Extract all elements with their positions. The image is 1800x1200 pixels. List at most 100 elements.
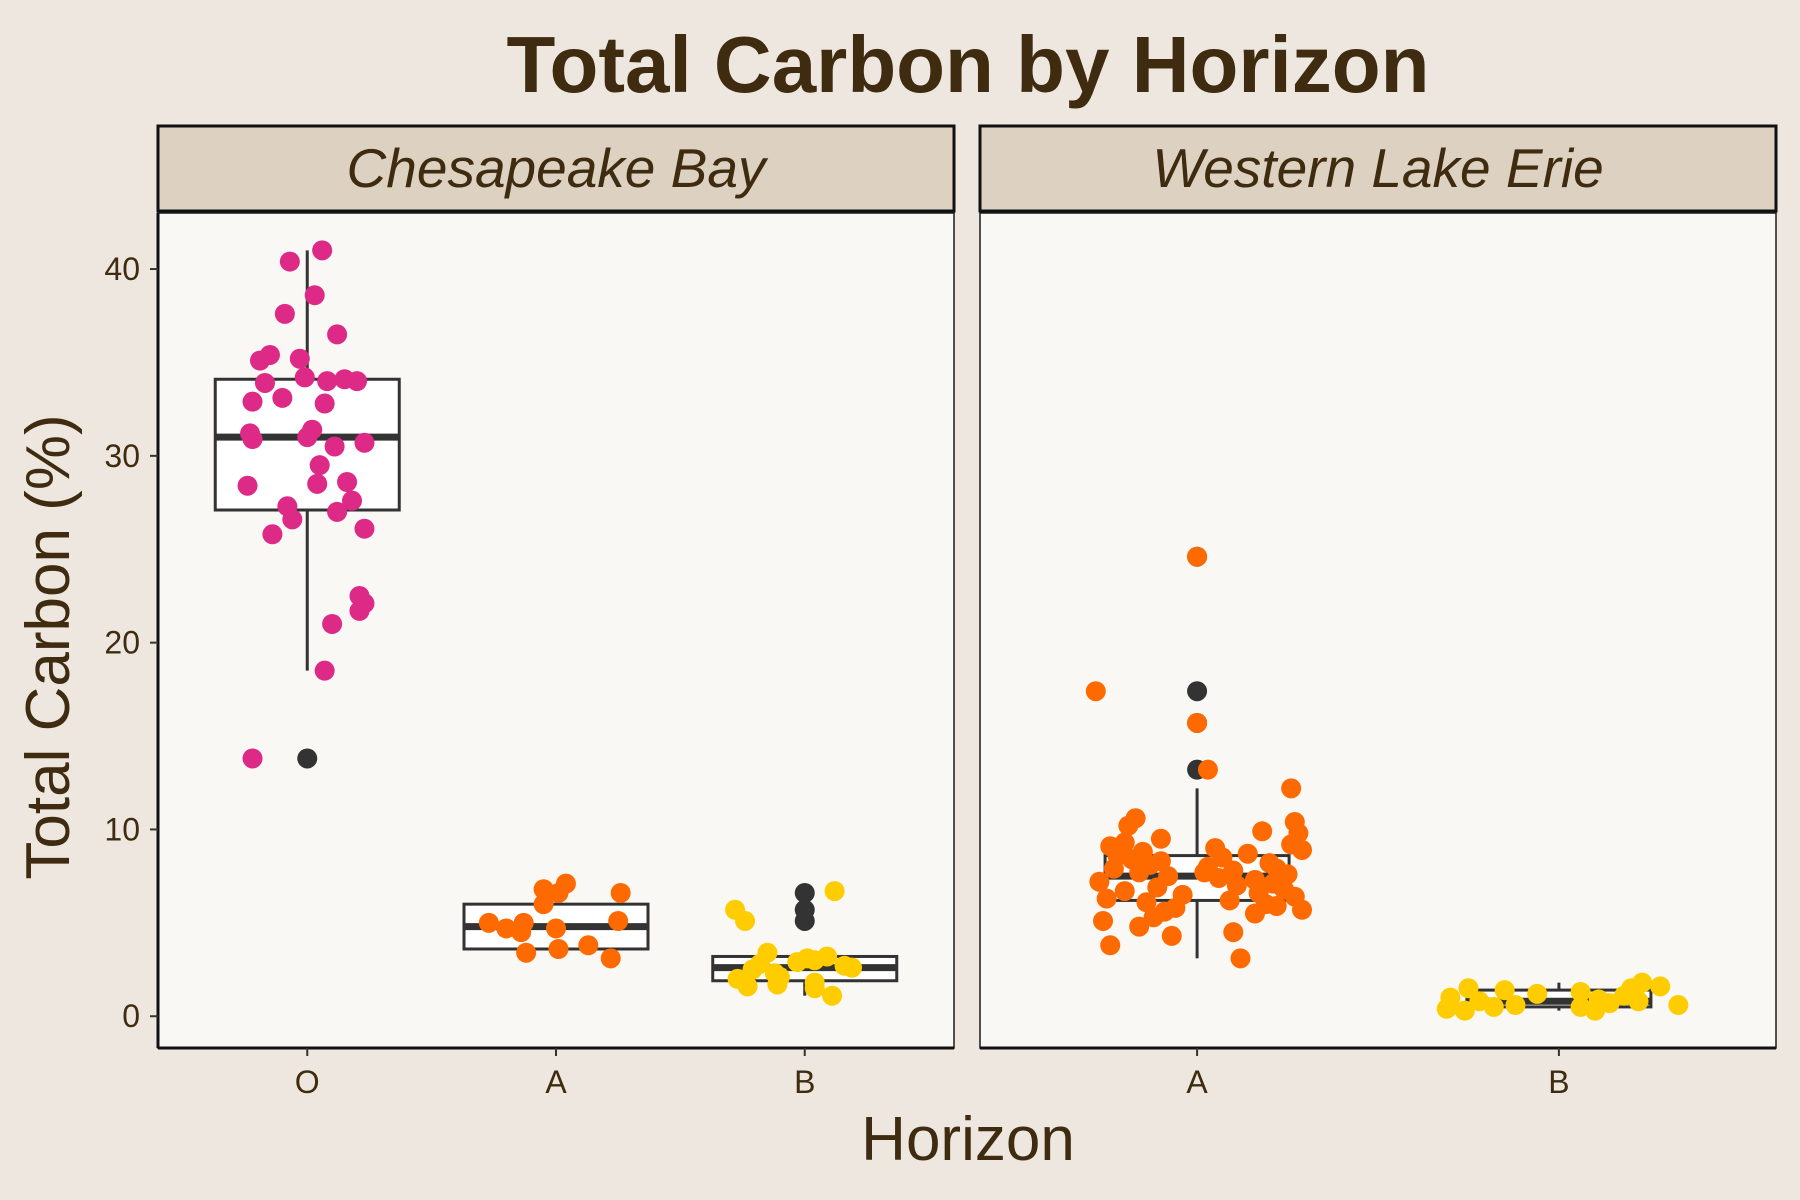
data-point xyxy=(262,524,283,545)
data-point xyxy=(354,518,375,539)
data-point xyxy=(1150,828,1171,849)
data-point xyxy=(737,976,758,997)
data-point xyxy=(1628,991,1649,1012)
outlier-point xyxy=(1187,681,1208,702)
data-point xyxy=(324,436,345,457)
facet-strip-label: Chesapeake Bay xyxy=(347,137,769,199)
x-axis-title: Horizon xyxy=(861,1105,1075,1174)
data-point xyxy=(548,882,569,903)
data-point xyxy=(1136,892,1157,913)
data-point xyxy=(322,613,343,634)
y-tick-label: 0 xyxy=(122,998,140,1034)
data-point xyxy=(1505,995,1526,1016)
points-B xyxy=(725,881,863,1006)
points-B xyxy=(1436,972,1689,1021)
data-point xyxy=(304,285,325,306)
data-point xyxy=(1129,862,1150,883)
data-point xyxy=(578,935,599,956)
y-axis-title: Total Carbon (%) xyxy=(14,414,83,879)
data-point xyxy=(1292,899,1313,920)
data-point xyxy=(804,978,825,999)
data-point xyxy=(342,490,363,511)
data-point xyxy=(822,985,843,1006)
data-point xyxy=(1100,935,1121,956)
x-tick-label: O xyxy=(295,1064,320,1100)
data-point xyxy=(1494,980,1515,1001)
data-point xyxy=(1570,981,1591,1002)
data-point xyxy=(787,952,808,973)
data-point xyxy=(516,942,537,963)
data-point xyxy=(1223,922,1244,943)
data-point xyxy=(496,918,517,939)
data-point xyxy=(1208,868,1229,889)
y-tick-label: 30 xyxy=(104,438,140,474)
data-point xyxy=(349,600,370,621)
y-tick-label: 40 xyxy=(104,251,140,287)
points-A xyxy=(478,873,631,969)
data-point xyxy=(1483,996,1504,1017)
data-point xyxy=(317,371,338,392)
data-point xyxy=(1266,896,1287,917)
data-point xyxy=(307,473,328,494)
data-point xyxy=(294,367,315,388)
data-point xyxy=(511,922,532,943)
data-point xyxy=(1161,925,1182,946)
data-point xyxy=(314,393,335,414)
data-point xyxy=(1281,778,1302,799)
data-point xyxy=(334,369,355,390)
x-tick-label: B xyxy=(794,1064,815,1100)
data-point xyxy=(1187,546,1208,567)
data-point xyxy=(1244,903,1265,924)
data-point xyxy=(337,471,358,492)
data-point xyxy=(1089,871,1110,892)
data-point xyxy=(608,910,629,931)
data-point xyxy=(1143,907,1164,928)
data-point xyxy=(1197,759,1218,780)
facet-strip xyxy=(156,124,956,213)
data-point xyxy=(282,509,303,530)
data-point xyxy=(610,882,631,903)
data-point xyxy=(742,959,763,980)
data-point xyxy=(314,660,335,681)
data-point xyxy=(1668,995,1689,1016)
data-point xyxy=(242,748,263,769)
points-O xyxy=(237,240,375,769)
data-point xyxy=(767,974,788,995)
data-point xyxy=(279,251,300,272)
data-point xyxy=(1277,864,1298,885)
facet-panel: Chesapeake Bay 0 10 20 30 40 O A B xyxy=(104,124,956,1100)
y-tick-label: 10 xyxy=(104,811,140,847)
data-point xyxy=(242,391,263,412)
points-A xyxy=(1085,546,1313,969)
data-point xyxy=(804,950,825,971)
x-tick-label: A xyxy=(545,1064,567,1100)
data-point xyxy=(600,948,621,969)
data-point xyxy=(354,432,375,453)
x-tick-label: A xyxy=(1186,1064,1208,1100)
data-point xyxy=(478,912,499,933)
data-point xyxy=(1252,821,1273,842)
data-point xyxy=(1292,839,1313,860)
data-point xyxy=(1114,881,1135,902)
data-point xyxy=(327,501,348,522)
data-point xyxy=(1237,843,1258,864)
data-point xyxy=(289,348,310,369)
data-point xyxy=(1219,890,1240,911)
data-point xyxy=(1103,858,1124,879)
data-point xyxy=(274,303,295,324)
data-point xyxy=(1527,983,1548,1004)
data-point xyxy=(309,455,330,476)
outlier-point xyxy=(794,882,815,903)
facet-strip-label: Western Lake Erie xyxy=(1152,137,1603,199)
data-point xyxy=(1129,916,1150,937)
chart-title: Total Carbon by Horizon xyxy=(507,20,1430,109)
data-point xyxy=(735,910,756,931)
data-point xyxy=(1096,888,1117,909)
data-point xyxy=(254,372,275,393)
data-point xyxy=(1085,681,1106,702)
data-point xyxy=(1585,1000,1606,1021)
data-point xyxy=(842,957,863,978)
data-point xyxy=(1118,815,1139,836)
